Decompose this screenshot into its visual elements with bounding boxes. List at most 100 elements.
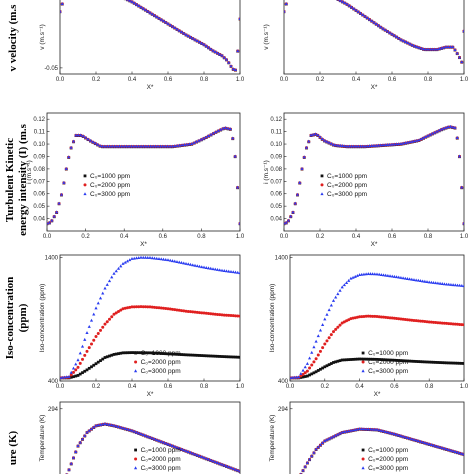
data-point-c2 — [195, 310, 199, 314]
data-point-c3 — [141, 433, 145, 437]
data-point-c3 — [342, 283, 346, 287]
data-point-c3 — [352, 144, 356, 148]
data-point-c3 — [448, 45, 453, 49]
data-point-c3 — [344, 281, 349, 284]
data-point-c3 — [152, 13, 157, 17]
y-tick-label: 1400 — [275, 255, 289, 261]
data-point-c1 — [175, 352, 179, 356]
data-point-c3 — [184, 32, 188, 36]
data-point-c3 — [116, 425, 121, 428]
data-point-c2 — [200, 311, 204, 315]
data-point-c3 — [229, 466, 233, 470]
data-point-c2 — [141, 305, 145, 309]
data-point-c3 — [134, 2, 139, 6]
data-point-c3 — [211, 459, 215, 463]
data-point-c3 — [444, 45, 448, 49]
data-point-c3 — [132, 256, 136, 260]
data-point-c3 — [403, 40, 408, 43]
data-point-c3 — [200, 265, 204, 269]
data-point-c3 — [361, 13, 365, 16]
data-point-c1 — [110, 353, 114, 357]
data-point-c3 — [290, 375, 294, 379]
data-point-c3 — [188, 35, 193, 39]
data-point-c3 — [175, 260, 179, 263]
data-point-c2 — [336, 325, 340, 329]
data-point-c3 — [116, 266, 121, 270]
data-point-c1 — [342, 358, 346, 362]
data-point-c3 — [338, 0, 342, 2]
x-tick-label: 0.8 — [424, 77, 433, 83]
data-point-c3 — [229, 64, 233, 68]
data-point-c2 — [462, 323, 464, 327]
data-point-c1 — [362, 357, 366, 361]
data-point-c1 — [427, 360, 431, 364]
data-point-c3 — [298, 180, 302, 184]
data-point-c3 — [219, 127, 223, 131]
row-label-iso-line2: (ppm) — [17, 303, 29, 332]
legend-marker-c1 — [361, 448, 365, 452]
data-point-c2 — [207, 312, 210, 316]
data-point-c3 — [347, 278, 351, 282]
data-point-c3 — [98, 296, 103, 300]
data-point-c3 — [460, 451, 464, 455]
data-point-c3 — [417, 45, 421, 49]
data-point-c1 — [209, 354, 213, 358]
data-point-c3 — [159, 17, 163, 21]
data-point-c3 — [343, 1, 347, 5]
data-point-c3 — [429, 280, 433, 284]
series-group — [65, 422, 240, 474]
data-point-c1 — [414, 360, 418, 363]
data-point-c3 — [159, 439, 163, 443]
x-tick-label: 0.4 — [128, 77, 137, 83]
data-point-c3 — [462, 29, 464, 33]
data-point-c3 — [100, 144, 105, 148]
data-point-c3 — [110, 423, 114, 427]
data-point-c1 — [121, 351, 125, 355]
data-point-c3 — [86, 137, 90, 141]
x-tick-label: 0.6 — [388, 77, 397, 83]
data-point-c3 — [191, 263, 195, 267]
data-point-c3 — [74, 450, 78, 453]
data-point-c3 — [209, 47, 213, 51]
data-point-c3 — [314, 339, 318, 343]
data-point-c1 — [141, 351, 145, 355]
x-axis-title: X* — [140, 241, 147, 248]
data-point-c3 — [449, 448, 453, 452]
data-point-c2 — [438, 321, 442, 325]
data-point-c3 — [343, 144, 347, 148]
data-point-c3 — [231, 136, 235, 140]
data-point-c3 — [204, 135, 208, 139]
legend-marker-c3 — [83, 192, 87, 196]
data-point-c2 — [379, 315, 383, 319]
data-point-c3 — [127, 144, 131, 148]
data-point-c3 — [209, 266, 213, 270]
data-point-c3 — [325, 312, 329, 316]
data-point-c3 — [438, 281, 442, 285]
data-point-c3 — [213, 50, 217, 54]
data-point-c3 — [397, 142, 401, 146]
data-point-c3 — [69, 461, 73, 465]
data-point-c2 — [148, 305, 152, 309]
y-tick-label: 0.07 — [270, 179, 282, 185]
legend-marker-c1 — [361, 351, 365, 355]
data-point-c2 — [429, 320, 433, 324]
data-point-c3 — [195, 39, 199, 42]
data-point-c3 — [403, 276, 407, 280]
data-point-c3 — [186, 34, 190, 38]
data-point-c1 — [105, 355, 109, 359]
data-point-c3 — [177, 446, 181, 450]
data-point-c2 — [202, 311, 206, 315]
data-point-c1 — [419, 360, 422, 364]
data-point-c3 — [447, 282, 451, 286]
data-point-c3 — [170, 144, 175, 148]
data-point-c3 — [455, 136, 459, 139]
data-point-c3 — [316, 445, 320, 449]
data-point-c3 — [453, 125, 457, 129]
data-point-c3 — [289, 214, 293, 218]
data-point-c2 — [180, 309, 183, 313]
data-point-c3 — [191, 451, 195, 455]
data-point-c3 — [397, 433, 401, 437]
data-point-c3 — [373, 272, 377, 276]
data-point-c3 — [362, 272, 366, 276]
data-point-c2 — [460, 323, 464, 327]
